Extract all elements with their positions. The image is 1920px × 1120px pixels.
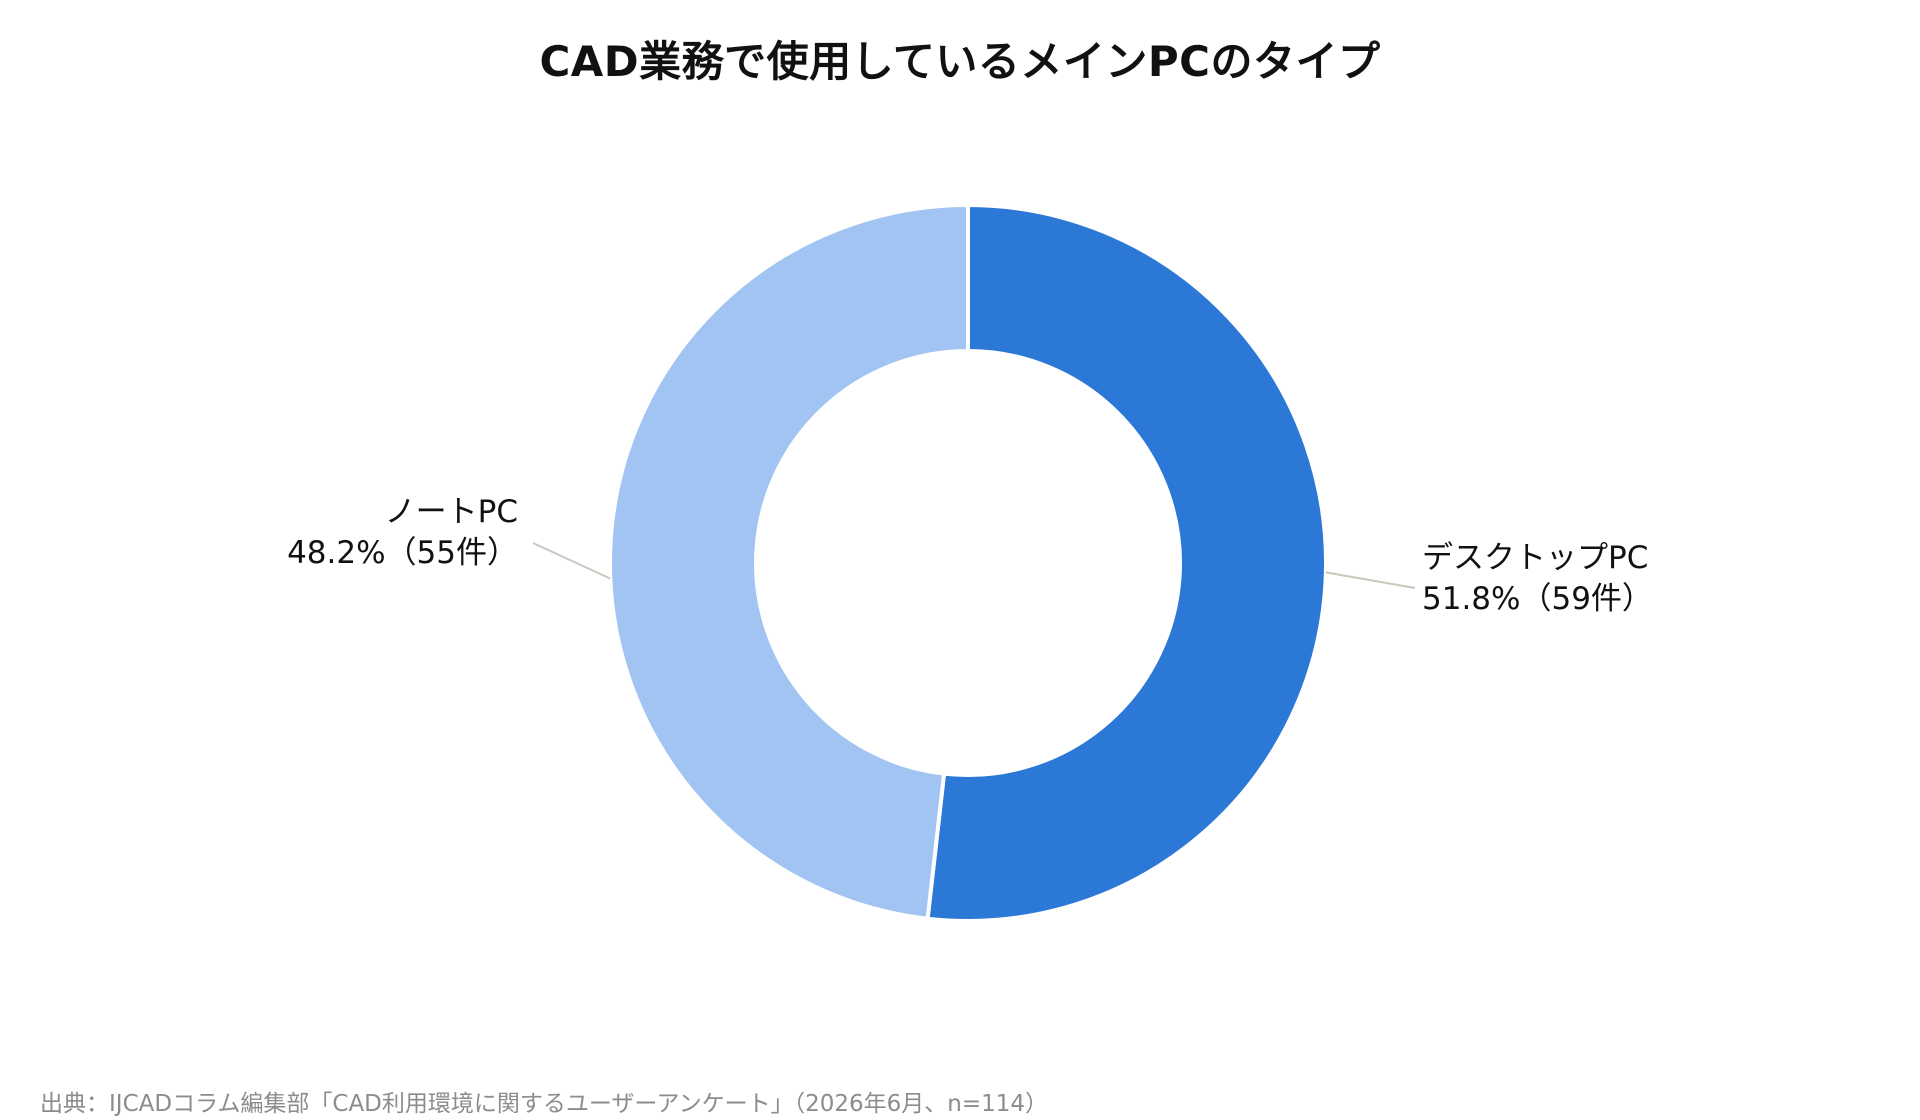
donut-slice-notebook (608, 202, 970, 921)
source-note: 出典：IJCADコラム編集部「CAD利用環境に関するユーザーアンケート」（202… (40, 1091, 1048, 1117)
chart-title: CAD業務で使用しているメインPCのタイプ (539, 37, 1381, 86)
leader-line-desktop (1325, 571, 1416, 589)
slice-label-desktop-name: デスクトップPC (1422, 540, 1649, 576)
slice-label-desktop: デスクトップPC 51.8%（59件） (1422, 538, 1653, 620)
slice-label-notebook-name: ノートPC (384, 494, 518, 530)
donut-slice-desktop (925, 202, 1328, 923)
slice-label-desktop-value: 51.8%（59件） (1422, 581, 1653, 617)
slice-label-notebook-value: 48.2%（55件） (287, 535, 518, 571)
leader-line-notebook (532, 542, 611, 580)
slice-label-notebook: ノートPC 48.2%（55件） (287, 492, 518, 574)
